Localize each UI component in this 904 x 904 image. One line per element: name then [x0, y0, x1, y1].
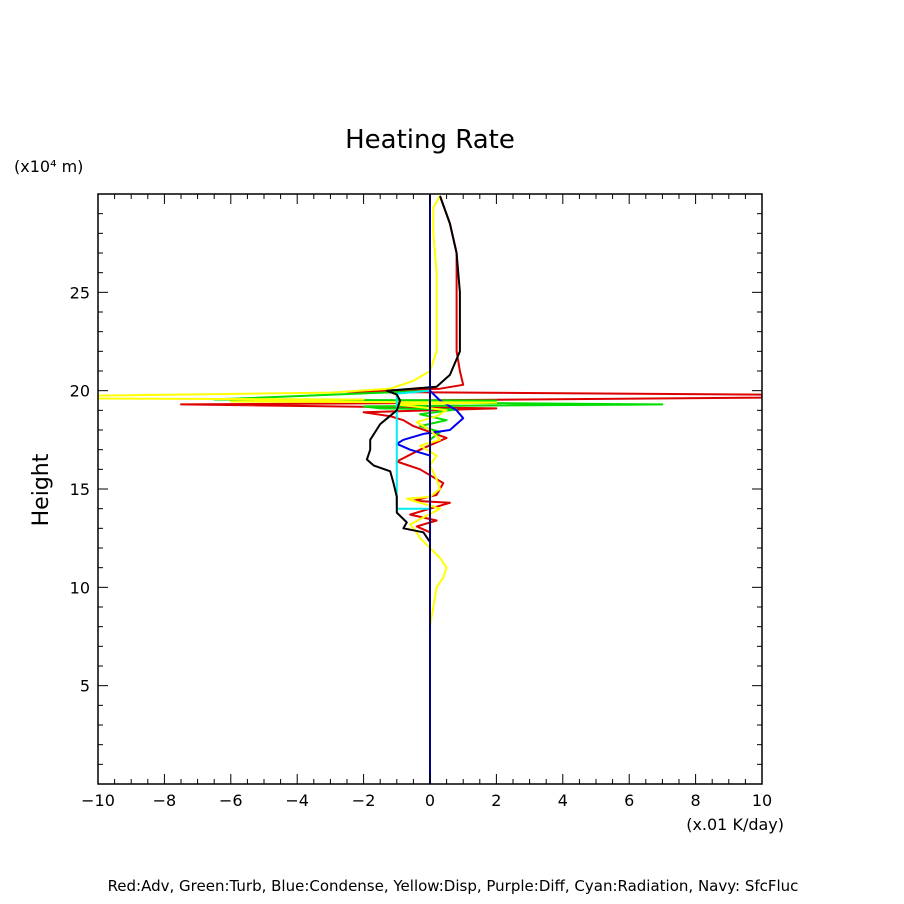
- series-layer: [98, 194, 762, 784]
- x-tick-label: −4: [285, 791, 309, 810]
- x-tick-label: 6: [624, 791, 634, 810]
- x-unit-label: (x.01 K/day): [686, 815, 784, 834]
- y-axis-label: Height: [29, 453, 54, 526]
- plot-frame: [97, 193, 763, 785]
- y-tick-label: 25: [70, 283, 90, 302]
- x-tick-label: −10: [81, 791, 115, 810]
- x-tick-label: 10: [752, 791, 772, 810]
- x-tick-label: 4: [558, 791, 568, 810]
- x-tick-label: 2: [491, 791, 501, 810]
- x-tick-label: −8: [153, 791, 177, 810]
- x-tick-label: 0: [425, 791, 435, 810]
- series-line-black: [365, 195, 461, 627]
- series-line-blue-condense: [395, 389, 465, 457]
- series-line-red-adv: [180, 195, 762, 534]
- legend-caption: Red:Adv, Green:Turb, Blue:Condense, Yell…: [108, 877, 799, 895]
- chart-title: Heating Rate: [345, 125, 515, 155]
- y-tick-label: 5: [80, 677, 90, 696]
- y-unit-label: (x10⁴ m): [14, 157, 83, 176]
- y-tick-label: 20: [70, 382, 90, 401]
- axis-ticks: −10 −8 −6 −4 −2 0 2 4 6 8 10 5 10 15 20 25: [70, 194, 772, 810]
- y-tick-label: 10: [70, 578, 90, 597]
- x-tick-label: −6: [219, 791, 243, 810]
- x-tick-label: −2: [352, 791, 376, 810]
- series-line-cyan-radiation: [395, 389, 431, 510]
- x-tick-label: 8: [691, 791, 701, 810]
- y-tick-label: 15: [70, 480, 90, 499]
